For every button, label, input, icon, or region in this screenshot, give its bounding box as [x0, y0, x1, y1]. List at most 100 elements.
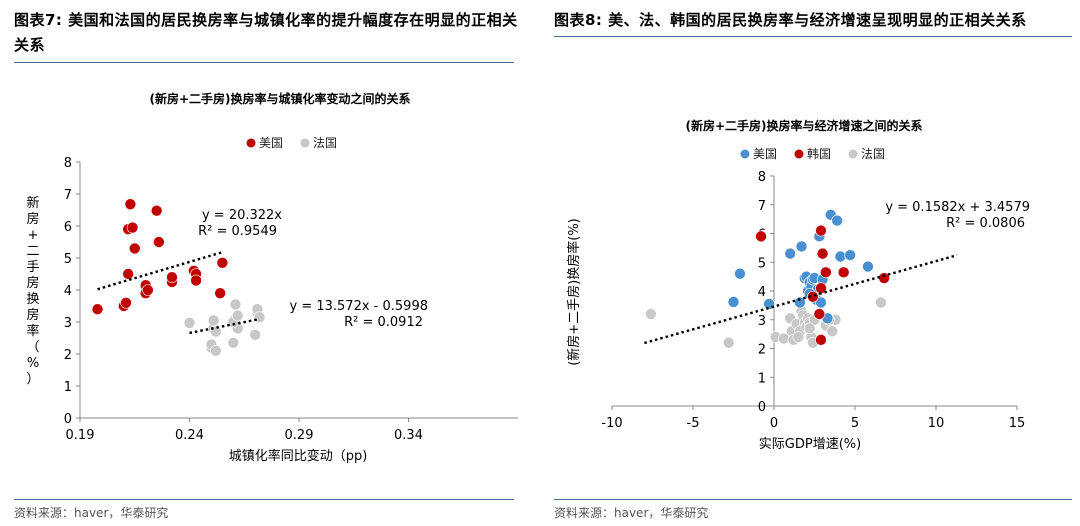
chart-title: (新房+二手房)换房率与经济增速之间的关系 [685, 118, 922, 133]
y-tick-label: 3 [64, 316, 72, 331]
data-point [734, 267, 746, 280]
figure-title: 图表8: 美、法、韩国的居民换房率与经济增速呈现明显的正相关关系 [554, 11, 1027, 29]
source-rule [14, 499, 514, 500]
data-point [826, 325, 839, 338]
legend-marker [740, 149, 750, 159]
data-point [214, 287, 226, 300]
data-point [190, 274, 202, 287]
data-point [834, 250, 847, 263]
x-tick-label: 0 [770, 416, 778, 431]
y-tick-label: 2 [64, 348, 72, 363]
x-tick-label: 0.34 [394, 428, 423, 443]
data-point [183, 317, 196, 329]
data-point [813, 308, 826, 320]
data-point [837, 266, 850, 279]
trendline-r2: R² = 0.0806 [946, 216, 1025, 231]
legend-label: 法国 [861, 147, 885, 161]
data-point [142, 284, 154, 296]
y-tick-label: 3 [758, 314, 766, 329]
data-point [209, 344, 222, 357]
data-point [844, 249, 856, 261]
legend-marker [794, 149, 804, 159]
data-point [862, 260, 874, 273]
x-tick-label: 0.19 [66, 428, 95, 443]
trendline-equation: y = 20.322x [202, 208, 282, 223]
y-tick-label: 5 [64, 252, 72, 267]
data-point [91, 303, 104, 316]
legend-marker [848, 149, 858, 159]
x-tick-label: 5 [851, 416, 859, 431]
legend-label: 美国 [753, 147, 777, 161]
title-rule [554, 36, 1072, 37]
data-point [815, 296, 827, 309]
legend-marker [300, 138, 310, 148]
data-point [249, 328, 261, 341]
chart-title: (新房+二手房)换房率与城镇化率变动之间的关系 [149, 91, 410, 106]
y-tick-label: 8 [64, 156, 72, 171]
x-tick-label: 0.29 [285, 428, 314, 443]
data-point [831, 214, 843, 227]
data-point [150, 204, 163, 217]
data-point [166, 271, 178, 284]
x-axis-label: 实际GDP增速(%) [759, 437, 861, 452]
y-axis-label: 新房+二手房换房率（%） [26, 195, 39, 387]
data-point [122, 268, 134, 280]
trendline-r2: R² = 0.9549 [198, 224, 277, 239]
y-tick-label: 0 [64, 412, 72, 427]
data-point [645, 308, 657, 320]
data-point [815, 224, 827, 237]
data-point [229, 298, 242, 311]
trendline [189, 317, 260, 335]
data-point [803, 322, 816, 335]
x-tick-label: -5 [687, 416, 700, 431]
trendline-equation: y = 13.572x - 0.5998 [290, 299, 428, 314]
x-tick-label: 10 [928, 416, 945, 431]
legend-label: 韩国 [807, 146, 831, 161]
panel-figure-7: 图表7: 美国和法国的居民换房率与城镇化率的提升幅度存在明显的正相关关系 资料来… [0, 0, 530, 526]
y-tick-label: 1 [64, 380, 72, 395]
figure-title: 图表7: 美国和法国的居民换房率与城镇化率的提升幅度存在明显的正相关关系 [14, 11, 518, 54]
data-point [784, 247, 797, 260]
y-tick-label: 4 [64, 284, 72, 299]
y-tick-label: 4 [758, 285, 766, 300]
data-point [227, 336, 240, 349]
data-point [755, 230, 767, 243]
data-point [216, 256, 229, 269]
y-tick-label: 2 [758, 343, 766, 358]
data-point [253, 311, 266, 324]
trendline-r2: R² = 0.0912 [344, 315, 423, 330]
data-point [124, 198, 137, 211]
source-note: 资料来源：haver，华泰研究 [14, 506, 169, 520]
data-point [231, 309, 244, 322]
data-point [820, 266, 832, 279]
y-tick-label: 7 [64, 188, 72, 203]
data-point [794, 296, 806, 309]
data-point [795, 240, 808, 253]
y-tick-label: 5 [758, 256, 766, 271]
data-point [153, 236, 165, 248]
data-point [722, 336, 735, 349]
source-rule [554, 499, 1072, 500]
y-axis-label: (新房+二手房)换房率(%) [566, 218, 582, 366]
data-point [126, 221, 139, 234]
data-point [128, 242, 141, 255]
legend-marker [246, 138, 256, 148]
y-tick-label: 6 [64, 220, 72, 235]
legend-label: 法国 [313, 136, 337, 150]
y-tick-label: 8 [758, 170, 766, 185]
data-point [792, 331, 805, 343]
data-point [727, 296, 740, 308]
panel-figure-8: 图表8: 美、法、韩国的居民换房率与经济增速呈现明显的正相关关系 资料来源：ha… [546, 0, 1080, 526]
data-point [815, 334, 827, 346]
x-tick-label: -10 [601, 416, 622, 431]
x-axis-label: 城镇化率同比变动（pp) [229, 448, 368, 464]
data-point [207, 314, 220, 327]
y-tick-label: 0 [758, 400, 766, 415]
title-rule [14, 62, 514, 63]
x-tick-label: 0.24 [175, 428, 204, 443]
x-tick-label: 15 [1009, 416, 1026, 431]
data-point [875, 296, 887, 309]
y-tick-label: 7 [758, 199, 766, 214]
